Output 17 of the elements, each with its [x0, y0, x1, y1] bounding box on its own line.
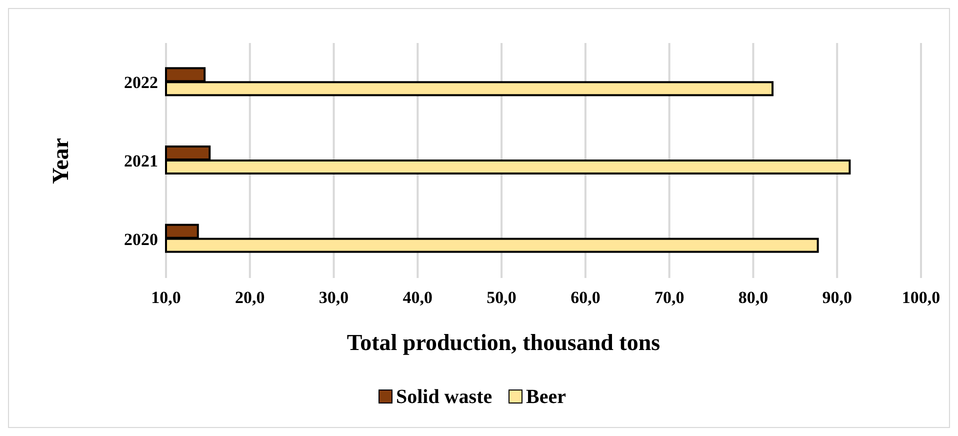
- x-tick-label: 10,0: [151, 288, 181, 307]
- y-axis-title: Year: [48, 138, 73, 184]
- x-tick-label: 90,0: [822, 288, 852, 307]
- x-tick-label: 40,0: [402, 288, 433, 307]
- x-axis-title: Total production, thousand tons: [346, 330, 660, 355]
- legend-label: Beer: [526, 386, 566, 408]
- x-tick-label: 80,0: [738, 288, 768, 307]
- x-tick-label: 30,0: [318, 288, 349, 307]
- y-tick-label: 2022: [124, 73, 158, 92]
- x-tick-label: 70,0: [654, 288, 684, 307]
- x-tick-label: 20,0: [235, 288, 265, 307]
- x-tick-label: 50,0: [486, 288, 516, 307]
- y-tick-label: 2021: [124, 152, 158, 170]
- x-tick-label: 60,0: [570, 288, 600, 307]
- x-tick-label: 100,0: [902, 288, 940, 307]
- y-tick-label: 2020: [124, 230, 158, 249]
- legend-label: Solid waste: [396, 386, 492, 408]
